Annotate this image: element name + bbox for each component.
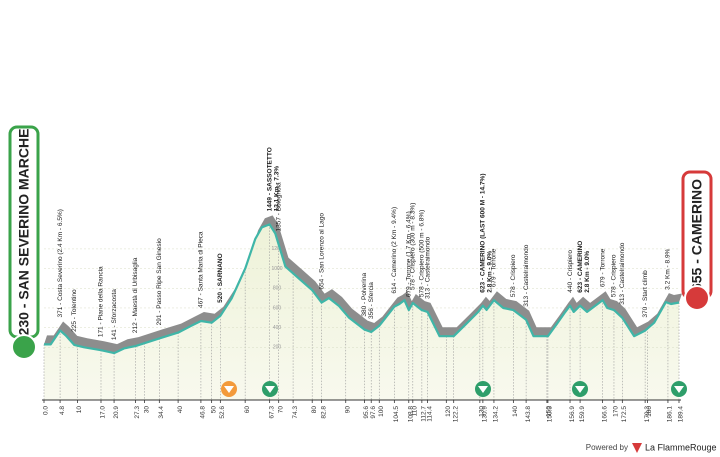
x-tick-label: 150.3 <box>547 406 554 423</box>
finish-icon <box>684 285 710 311</box>
waypoint-label: 171 - Piane della Rancia <box>98 266 105 337</box>
waypoint-label: 654 - San Lorenzo al Lago <box>318 213 325 290</box>
x-tick-label: 60 <box>244 406 251 414</box>
waypoint-label: 614 - Camerino (2 Km - 9.4%) <box>391 207 398 294</box>
brand: La FlammeRouge <box>645 442 717 452</box>
x-tick-label: 110 <box>412 406 419 417</box>
waypoint-label: 3.2 Km - 8.9% <box>665 248 672 289</box>
waypoint-label: 141 - Sforzacosta <box>111 289 118 340</box>
x-tick-label: 134.2 <box>493 406 500 423</box>
x-tick-label: 70 <box>277 406 284 414</box>
x-tick-label: 104.5 <box>393 406 400 423</box>
waypoint-label: 440 - Crispiero <box>567 250 574 293</box>
x-tick-label: 10 <box>76 406 83 414</box>
x-tick-label: 166.6 <box>601 406 608 423</box>
x-tick-label: 159.9 <box>579 406 586 423</box>
x-tick-label: 82.8 <box>320 406 327 419</box>
waypoint-label: 225 - Tolentino <box>71 289 78 332</box>
x-tick-label: 130 <box>479 406 486 417</box>
credit: Powered by <box>586 443 628 452</box>
waypoint-label: 520 - SARNANO <box>217 253 224 302</box>
x-tick-label: 156.9 <box>569 406 576 423</box>
waypoint-label: 356 - Sfercia <box>368 282 375 319</box>
waypoint-label: 679 - Torrone <box>599 248 606 287</box>
waypoint-label: 578 - Crispiero <box>510 254 517 297</box>
y-tick-label: 1000 <box>271 266 282 272</box>
waypoint-label: 578 - Crispiero (300 m - 8.3%) <box>410 203 417 290</box>
profile-relief <box>44 215 682 354</box>
x-tick-label: 186.1 <box>667 406 674 423</box>
x-tick-label: 30 <box>143 406 150 414</box>
x-tick-label: 52.6 <box>219 406 226 419</box>
x-tick-label: 97.6 <box>370 406 377 419</box>
waypoint-label: 313 - Castelraimondo <box>424 236 431 299</box>
x-tick-label: 17.0 <box>100 406 107 419</box>
x-tick-label: 100 <box>378 406 385 417</box>
plot: 200 400 600 800 1000 1200 0.0 4.8 10 17.0 20.9 27.3… <box>42 147 685 422</box>
x-tick-label: 34.4 <box>158 406 165 419</box>
y-tick-label: 800 <box>273 286 282 292</box>
x-tick-label: 172.5 <box>621 406 628 423</box>
x-tick-label: 67.3 <box>268 406 275 419</box>
x-tick-label: 4.8 <box>59 406 66 415</box>
y-tick-label: 1200 <box>271 246 282 252</box>
waypoint-label: 2.8 Km - 9.0% <box>584 251 591 293</box>
start-label: 230 - SAN SEVERINO MARCHE <box>16 129 32 336</box>
profile-fill <box>44 224 679 400</box>
waypoint-label: 623 - CAMERINO <box>577 241 584 293</box>
waypoint-label: 679 - Torrone (1.7 Km - 6.4%) <box>405 211 412 297</box>
x-tick-label: 27.3 <box>134 406 141 419</box>
x-tick-label: 40 <box>177 406 184 414</box>
x-tick-label: 150 <box>546 406 553 417</box>
waypoint-label: 679 - Torrone <box>491 248 498 287</box>
waypoint-label: 212 - Maestà di Urbisaglia <box>132 257 139 333</box>
x-tick-label: 112.7 <box>421 406 428 422</box>
y-tick-label: 200 <box>273 345 282 351</box>
waypoint-label: 313 - Castelraimondo <box>619 242 626 305</box>
x-tick-label: 0.0 <box>43 406 50 415</box>
waypoint-label: 13.1 Km - 7.3% <box>273 166 280 212</box>
x-tick-label: 189.4 <box>678 406 685 423</box>
x-tick-label: 114.4 <box>426 406 433 422</box>
x-tick-label: 20.9 <box>113 406 120 419</box>
icon-glyphs <box>224 386 684 393</box>
finish-label: 655 - CAMERINO <box>689 179 705 291</box>
x-tick-label: 95.6 <box>363 406 370 419</box>
waypoint-label: 371 - Costa Severino (2.4 Km - 6.5%) <box>57 209 64 317</box>
waypoint-label: 578 - Crispiero <box>611 254 618 297</box>
x-tick-label: 80 <box>311 406 318 414</box>
waypoint-label: 313 - Castelraimondo <box>523 244 530 307</box>
x-tick-label: 180 <box>646 406 653 417</box>
start-icon <box>11 334 37 360</box>
x-tick-label: 90 <box>344 406 351 414</box>
waypoint-label: 623 - CAMERINO (LAST 600 M - 14.7%) <box>480 173 487 292</box>
waypoint-label: 578 - Crispiero (500 m - 6.8%) <box>419 210 426 297</box>
x-tick-label: 140 <box>512 406 519 417</box>
brand-logo <box>632 443 642 453</box>
y-tick-label: 600 <box>273 305 282 311</box>
x-tick-label: 130.9 <box>482 406 489 423</box>
x-tick-label: 120 <box>445 406 452 417</box>
x-tick-label: 170 <box>613 406 620 417</box>
x-tick-label: 50 <box>210 406 217 414</box>
x-tick-label: 143.8 <box>525 406 532 423</box>
y-tick-label: 400 <box>273 325 282 331</box>
x-tick-label: 108.8 <box>407 406 414 423</box>
waypoint-label: 380 - Polverina <box>361 273 368 317</box>
waypoint-label: 1449 - SASSOTETTO <box>266 147 273 211</box>
x-tick-label: 74.3 <box>292 406 299 419</box>
waypoint-label: 2.8 Km - 9.0% <box>487 251 494 293</box>
waypoint-label: 1357 - Bolognola <box>275 182 282 232</box>
waypoint-label: 291 - Passo Ripe San Ginesio <box>156 238 163 325</box>
x-tick-label: 122.2 <box>452 406 459 423</box>
waypoint-label: 467 - Santa Maria di Pieca <box>198 231 205 308</box>
x-tick-label: 46.8 <box>200 406 207 419</box>
profile-line <box>44 223 680 355</box>
waypoint-label: 370 - Start climb <box>642 270 649 318</box>
x-tick-label: 179.3 <box>644 406 651 423</box>
